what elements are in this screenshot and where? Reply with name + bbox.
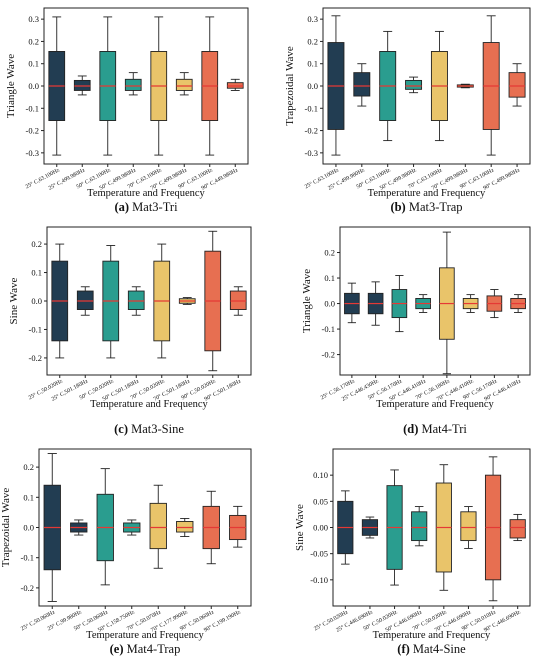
- plot-frame: [339, 226, 531, 376]
- y-tick-label: -0.2: [322, 350, 335, 360]
- box: [76, 290, 94, 310]
- y-tick-label: -0.10: [310, 575, 328, 585]
- y-tick-label: 0.3: [28, 14, 39, 24]
- x-axis-label: Temperature and Frequency: [376, 399, 494, 410]
- panel-caption: (c) Mat3-Sine: [114, 422, 184, 436]
- caption-letter: (f): [397, 642, 410, 656]
- caption-letter: (b): [390, 200, 405, 214]
- y-tick-label: 0.2: [307, 36, 318, 46]
- caption-text: Mat3-Tri: [129, 200, 178, 214]
- y-tick-label: 0.00: [313, 523, 328, 533]
- x-axis-label: Temperature and Frequency: [86, 630, 204, 641]
- y-tick-label: 0.2: [324, 248, 335, 258]
- y-tick-label: -0.1: [29, 324, 42, 334]
- y-tick-label: -0.2: [29, 353, 42, 363]
- caption-letter: (c): [114, 422, 128, 436]
- box: [411, 511, 428, 542]
- box: [353, 72, 371, 97]
- box: [175, 78, 193, 91]
- y-tick-label: 0.1: [31, 268, 42, 278]
- caption-text: Mat4-Trap: [124, 642, 181, 656]
- y-axis-label: Triangle Wave: [301, 269, 313, 333]
- y-tick-label: 0.1: [28, 59, 39, 69]
- caption-text: Mat4-Sine: [410, 642, 466, 656]
- x-axis-label: Temperature and Frequency: [368, 188, 486, 199]
- y-tick-label: 0.0: [324, 299, 335, 309]
- caption-text: Mat3-Trap: [406, 200, 463, 214]
- y-axis-label: Triangle Wave: [5, 54, 17, 118]
- y-axis-label: Sine Wave: [294, 504, 306, 551]
- y-tick-label: 0.0: [23, 523, 34, 533]
- box: [149, 502, 167, 550]
- caption-text: Mat4-Tri: [418, 422, 467, 436]
- chart-panel: -0.3-0.2-0.10.00.10.20.325° C,63.100Hz25…: [5, 7, 249, 214]
- x-axis-label: Temperature and Frequency: [373, 630, 491, 641]
- panel-caption: (b) Mat3-Trap: [390, 200, 462, 214]
- y-tick-label: 0.0: [307, 81, 318, 91]
- chart-panel: -0.3-0.2-0.10.00.10.20.325° C,63.100Hz25…: [284, 7, 531, 214]
- box: [176, 521, 194, 533]
- y-tick-label: -0.3: [26, 148, 39, 158]
- y-tick-label: 0.05: [313, 496, 328, 506]
- y-tick-label: 0.3: [307, 14, 318, 24]
- y-tick-label: -0.05: [310, 549, 328, 559]
- panel-caption: (e) Mat4-Trap: [110, 642, 181, 656]
- y-tick-label: -0.1: [21, 553, 34, 563]
- caption-letter: (d): [403, 422, 418, 436]
- y-axis-label: Trapezoidal Wave: [284, 46, 296, 126]
- y-tick-label: 0.1: [23, 492, 34, 502]
- x-axis-label: Temperature and Frequency: [90, 399, 208, 410]
- y-axis-label: Sine Wave: [8, 277, 20, 324]
- box: [508, 72, 526, 98]
- panel-caption: (a) Mat3-Tri: [114, 200, 178, 214]
- y-tick-label: 0.1: [307, 59, 318, 69]
- y-tick-label: 0.2: [28, 36, 39, 46]
- caption-letter: (a): [114, 200, 129, 214]
- y-tick-label: -0.1: [26, 103, 39, 113]
- caption-text: Mat3-Sine: [128, 422, 184, 436]
- y-tick-label: 0.0: [31, 296, 42, 306]
- box: [460, 511, 477, 542]
- y-tick-label: -0.2: [21, 583, 34, 593]
- y-tick-label: -0.2: [305, 126, 318, 136]
- box: [509, 519, 526, 539]
- caption-letter: (e): [110, 642, 124, 656]
- y-tick-label: 0.0: [28, 81, 39, 91]
- panel-caption: (d) Mat4-Tri: [403, 422, 467, 436]
- panel-caption: (f) Mat4-Sine: [397, 642, 466, 656]
- box: [127, 290, 145, 310]
- box: [229, 290, 247, 310]
- y-tick-label: 0.1: [324, 273, 335, 283]
- y-tick-label: 0.2: [31, 239, 42, 249]
- y-tick-label: -0.2: [26, 126, 39, 136]
- y-tick-label: 0.2: [23, 462, 34, 472]
- y-axis-label: Trapezoidal Wave: [0, 488, 12, 568]
- box: [124, 78, 142, 91]
- y-tick-label: -0.1: [305, 103, 318, 113]
- y-tick-label: -0.3: [305, 148, 318, 158]
- box: [405, 79, 423, 90]
- y-tick-label: 0.10: [313, 470, 328, 480]
- y-tick-label: -0.1: [322, 324, 335, 334]
- x-axis-label: Temperature and Frequency: [87, 188, 205, 199]
